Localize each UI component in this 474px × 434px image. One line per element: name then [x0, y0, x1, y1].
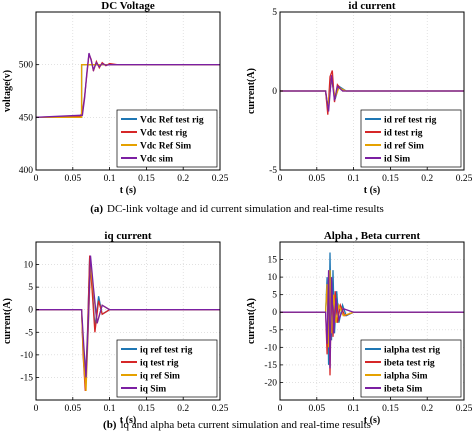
x-tick-label: 0.1 — [348, 174, 360, 184]
legend-entry: iq ref test rig — [140, 346, 193, 356]
x-tick-label: 0.15 — [382, 174, 399, 184]
legend-entry: ialpha Sim — [384, 372, 428, 382]
legend-entry: iq ref Sim — [140, 372, 180, 382]
y-tick-label: 10 — [268, 273, 278, 283]
x-tick-label: 0.2 — [177, 174, 189, 184]
y-tick-label: 5 — [272, 291, 277, 301]
legend-entry: id ref test rig — [384, 116, 437, 126]
x-tick-label: 0 — [278, 404, 283, 414]
x-axis-label: t (s) — [364, 185, 380, 196]
legend: ialpha test rig ibeta test rig ialpha Sim i… — [360, 339, 462, 398]
legend-entry: id test rig — [384, 129, 423, 139]
x-tick-label: 0.1 — [104, 174, 116, 184]
y-axis-label: voltage(v) — [2, 70, 13, 112]
chart-title: id current — [348, 0, 395, 12]
x-tick-label: 0.1 — [348, 404, 360, 414]
x-axis-label: t (s) — [120, 185, 136, 196]
x-tick-label: 0.2 — [421, 404, 433, 414]
x-tick-label: 0.25 — [456, 174, 473, 184]
chart-1: 0 0.05 0.1 0.15 0.2 0.25 400 450 500 DC Voltage t … — [2, 0, 229, 196]
legend-entry: id ref Sim — [384, 142, 424, 152]
y-tick-label: -5 — [269, 326, 277, 336]
legend-entry: iq test rig — [140, 359, 179, 369]
y-tick-label: 5 — [28, 283, 33, 293]
legend-entry: Vdc Ref Sim — [140, 142, 191, 152]
y-tick-label: -5 — [25, 328, 33, 338]
chart-4: 0 0.05 0.1 0.15 0.2 0.25 -20 -15 -10 -5 0 5 10 15 Alph… — [246, 230, 473, 426]
x-tick-label: 0.25 — [212, 404, 229, 414]
series-line-4 — [36, 255, 220, 378]
x-tick-label: 0.15 — [382, 404, 399, 414]
series-line-4 — [280, 75, 464, 112]
x-tick-label: 0 — [34, 174, 39, 184]
y-tick-label: 0 — [272, 308, 277, 318]
caption-a-label: (a) — [90, 203, 103, 215]
y-tick-label: -15 — [264, 361, 277, 371]
y-tick-label: -10 — [20, 351, 33, 361]
y-tick-label: 0 — [272, 87, 277, 97]
y-tick-label: 0 — [28, 306, 33, 316]
x-tick-label: 0.2 — [177, 404, 189, 414]
chart-title: iq current — [104, 230, 151, 242]
caption-b: (b) iq and alpha beta current simulation … — [103, 419, 371, 431]
x-tick-label: 0.05 — [64, 404, 81, 414]
legend: iq ref test rig iq test rig iq ref Sim iq S… — [116, 339, 218, 398]
chart-3: 0 0.05 0.1 0.15 0.2 0.25 -15 -10 -5 0 5 10 iq curren… — [2, 230, 229, 426]
x-tick-label: 0 — [34, 404, 39, 414]
legend-entry: ibeta Sim — [384, 385, 422, 395]
axes-frame — [279, 241, 465, 401]
axes-frame — [35, 241, 221, 401]
y-tick-label: 400 — [19, 166, 34, 176]
y-tick-label: 500 — [19, 61, 34, 71]
chart-title: DC Voltage — [101, 0, 155, 12]
x-tick-label: 0.05 — [64, 174, 81, 184]
y-axis-label: current(A) — [246, 298, 257, 344]
x-tick-label: 0.15 — [138, 174, 155, 184]
y-tick-label: -15 — [20, 373, 33, 383]
legend: Vdc Ref test rig Vdc test rig Vdc Ref Sim V… — [116, 109, 218, 168]
x-axis-label: t (s) — [120, 415, 136, 426]
y-axis-label: current(A) — [2, 298, 13, 344]
legend-entry: Vdc sim — [140, 155, 173, 165]
legend-entry: ibeta test rig — [384, 359, 435, 369]
x-tick-label: 0.1 — [104, 404, 116, 414]
legend-entry: Vdc Ref test rig — [140, 116, 204, 126]
legend-entry: id Sim — [384, 155, 410, 165]
x-tick-label: 0.2 — [421, 174, 433, 184]
axes-frame — [35, 11, 221, 171]
legend-entry: ialpha test rig — [384, 346, 440, 356]
series-line-4 — [280, 270, 464, 369]
y-tick-label: 10 — [24, 261, 34, 271]
y-tick-label: -20 — [264, 378, 277, 388]
legend-entry: iq Sim — [140, 385, 166, 395]
legend: id ref test rig id test rig id ref Sim id S… — [360, 109, 462, 168]
caption-b-label: (b) — [103, 419, 117, 431]
x-tick-label: 0.15 — [138, 404, 155, 414]
caption-a-text: DC-link voltage and id current simulatio… — [107, 203, 384, 215]
x-axis-label: t (s) — [364, 415, 380, 426]
series-line-4 — [36, 52, 220, 118]
caption-b-text: iq and alpha beta current simulation and… — [120, 419, 370, 431]
caption-a: (a) DC-link voltage and id current simula… — [90, 203, 384, 215]
y-tick-label: -5 — [269, 166, 277, 176]
y-tick-label: -10 — [264, 343, 277, 353]
x-tick-label: 0.25 — [456, 404, 473, 414]
y-tick-label: 5 — [272, 8, 277, 18]
y-tick-label: 15 — [268, 256, 278, 266]
legend-entry: Vdc test rig — [140, 129, 187, 139]
y-axis-label: current(A) — [246, 68, 257, 114]
chart-title: Alpha , Beta current — [324, 230, 421, 242]
x-tick-label: 0.05 — [308, 174, 325, 184]
x-tick-label: 0.05 — [308, 404, 325, 414]
x-tick-label: 0 — [278, 174, 283, 184]
x-tick-label: 0.25 — [212, 174, 229, 184]
y-tick-label: 450 — [19, 113, 34, 123]
